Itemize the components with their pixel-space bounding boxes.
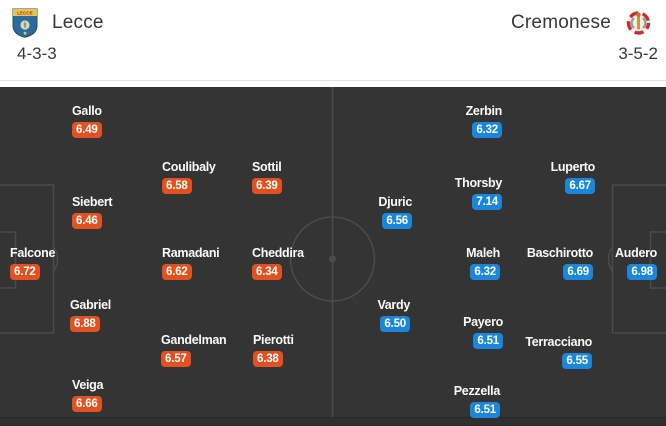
player-pierotti[interactable]: Pierotti 6.38	[253, 334, 294, 367]
player-ramadani[interactable]: Ramadani 6.62	[162, 246, 220, 280]
player-coulibaly[interactable]: Coulibaly 6.58	[162, 161, 216, 194]
player-pezzella[interactable]: Pezzella 6.51	[454, 385, 500, 418]
player-rating-badge: 6.50	[380, 316, 410, 332]
player-rating-badge: 6.98	[627, 264, 657, 280]
away-formation: 3-5-2	[618, 44, 658, 63]
player-rating-badge: 7.14	[472, 194, 502, 210]
player-rating-badge: 6.67	[565, 178, 595, 194]
player-djuric[interactable]: Djuric 6.56	[378, 196, 412, 229]
player-name: Baschirotto	[526, 246, 593, 260]
football-pitch: Falcone 6.72 Gallo 6.49 Siebert 6.46 Gabriel 6.…	[0, 87, 666, 426]
player-name: Luperto	[550, 160, 596, 174]
svg-text:LECCE: LECCE	[17, 11, 33, 16]
player-name: Djuric	[378, 195, 412, 209]
player-gabriel[interactable]: Gabriel 6.88	[70, 299, 111, 332]
player-rating-badge: 6.66	[72, 396, 102, 412]
player-name: Coulibaly	[162, 160, 216, 174]
player-gandelman[interactable]: Gandelman 6.57	[161, 333, 227, 367]
player-name: Maleh	[466, 246, 500, 260]
player-terracciano[interactable]: Terracciano 6.55	[525, 336, 592, 369]
player-name: Terracciano	[525, 335, 592, 349]
away-team-header: Cremonese	[511, 8, 652, 38]
player-rating-badge: 6.49	[72, 122, 102, 138]
header-divider	[0, 80, 666, 81]
player-name: Thorsby	[454, 176, 503, 190]
player-falcone[interactable]: Falcone 6.72	[10, 247, 55, 280]
player-siebert[interactable]: Siebert 6.46	[72, 195, 113, 229]
player-veiga[interactable]: Veiga 6.66	[72, 379, 103, 412]
player-baschirotto[interactable]: Baschirotto 6.69	[527, 247, 593, 280]
home-team-header: LECCE Lecce	[12, 8, 104, 38]
player-rating-badge: 6.57	[161, 351, 191, 367]
player-name: Zerbin	[465, 104, 503, 118]
player-name: Vardy	[377, 298, 410, 312]
pitch-footer-strip	[0, 417, 666, 426]
player-rating-badge: 6.39	[252, 178, 282, 194]
player-name: Payero	[463, 315, 503, 329]
player-rating-badge: 6.55	[562, 353, 592, 369]
player-payero[interactable]: Payero 6.51	[463, 316, 503, 349]
player-audero[interactable]: Audero 6.98	[615, 247, 657, 280]
player-name: Audero	[615, 246, 657, 260]
player-name: Siebert	[72, 195, 113, 209]
player-cheddira[interactable]: Cheddira 6.34	[252, 247, 304, 280]
player-name: Pierotti	[253, 333, 294, 347]
player-luperto[interactable]: Luperto 6.67	[551, 161, 595, 194]
player-name: Sottil	[252, 160, 282, 174]
player-thorsby[interactable]: Thorsby 7.14	[455, 177, 502, 210]
player-rating-badge: 6.32	[472, 122, 502, 138]
player-rating-badge: 6.46	[72, 213, 102, 229]
player-name: Ramadani	[162, 246, 220, 260]
player-rating-badge: 6.32	[470, 264, 500, 280]
player-zerbin[interactable]: Zerbin 6.32	[466, 105, 502, 138]
player-name: Cheddira	[252, 246, 304, 260]
player-rating-badge: 6.56	[382, 213, 412, 229]
pitch-markings	[0, 87, 666, 426]
player-name: Veiga	[72, 378, 104, 392]
player-name: Gabriel	[70, 298, 111, 312]
player-sottil[interactable]: Sottil 6.39	[252, 161, 282, 194]
player-name: Pezzella	[453, 384, 501, 398]
away-team-name: Cremonese	[510, 12, 611, 33]
lecce-crest-icon: LECCE	[12, 8, 38, 38]
home-team-name: Lecce	[52, 12, 104, 33]
kickoff-spot	[329, 255, 336, 263]
home-formation: 4-3-3	[17, 44, 57, 63]
player-name: Falcone	[10, 246, 56, 260]
player-rating-badge: 6.69	[563, 264, 593, 280]
player-rating-badge: 6.51	[470, 402, 500, 418]
player-rating-badge: 6.34	[252, 264, 282, 280]
player-rating-badge: 6.58	[162, 178, 192, 194]
player-rating-badge: 6.72	[10, 264, 40, 280]
player-rating-badge: 6.62	[162, 264, 192, 280]
cremonese-crest-icon	[626, 11, 651, 35]
player-rating-badge: 6.38	[253, 351, 283, 367]
lineups-header: LECCE Lecce 4-3-3 Cremonese 3-5-2	[0, 0, 666, 87]
player-gallo[interactable]: Gallo 6.49	[72, 105, 102, 138]
player-vardy[interactable]: Vardy 6.50	[377, 299, 410, 332]
player-rating-badge: 6.51	[473, 333, 503, 349]
player-rating-badge: 6.88	[70, 316, 100, 332]
player-maleh[interactable]: Maleh 6.32	[466, 247, 500, 280]
player-name: Gallo	[72, 104, 102, 118]
player-name: Gandelman	[161, 333, 227, 347]
